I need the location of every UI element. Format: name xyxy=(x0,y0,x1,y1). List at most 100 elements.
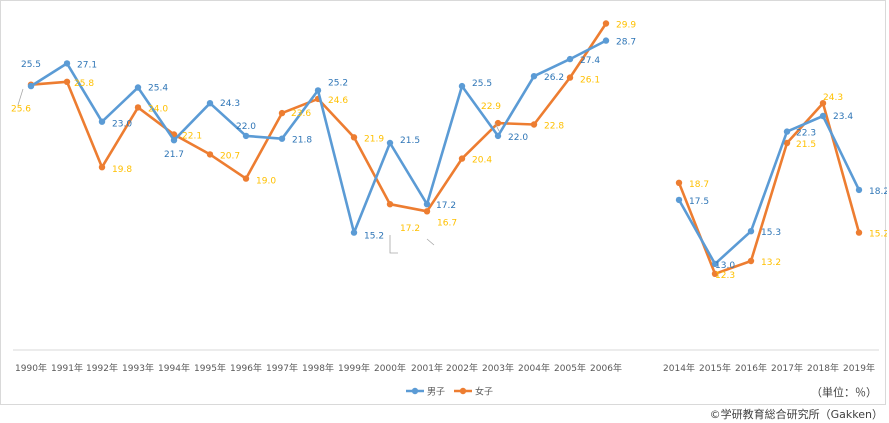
series-male xyxy=(27,37,863,268)
male-data-label: 22.0 xyxy=(508,133,528,143)
male-data-label: 15.3 xyxy=(761,228,781,238)
male-point xyxy=(602,37,610,44)
x-tick-label: 2002年 xyxy=(446,362,478,374)
x-tick-label: 1990年 xyxy=(15,362,47,374)
female-data-label: 20.7 xyxy=(220,151,240,161)
male-data-label: 15.2 xyxy=(364,232,384,242)
female-line xyxy=(30,22,608,213)
female-data-label: 19.8 xyxy=(112,165,132,175)
leader-line xyxy=(389,235,398,254)
male-data-label: 18.2 xyxy=(869,187,887,197)
male-data-label: 22.3 xyxy=(796,129,816,139)
male-data-label: 26.2 xyxy=(544,73,564,83)
male-data-label: 21.7 xyxy=(164,150,184,160)
female-line xyxy=(677,101,861,276)
male-data-label: 21.8 xyxy=(292,136,312,146)
x-tick-label: 2018年 xyxy=(807,362,839,374)
male-point xyxy=(278,135,286,142)
male-data-label: 25.5 xyxy=(472,79,492,89)
chart-frame: 1990年 1991年 1992年 1993年 1994年 1995年 1996年 1997年… xyxy=(0,0,887,405)
male-point xyxy=(855,186,863,194)
male-point xyxy=(170,137,178,144)
female-point xyxy=(63,78,71,86)
female-point xyxy=(530,121,538,128)
female-data-label: 12.3 xyxy=(715,271,735,281)
x-tick-label: 2014年 xyxy=(663,362,695,374)
x-tick-label: 1991年 xyxy=(51,362,83,374)
female-point xyxy=(98,164,106,171)
male-point xyxy=(711,260,719,268)
legend-marker xyxy=(459,387,467,395)
male-data-label: 24.3 xyxy=(220,99,240,109)
x-tick-label: 1993年 xyxy=(122,362,154,374)
male-point xyxy=(206,100,214,107)
female-point xyxy=(494,119,502,127)
male-point xyxy=(494,132,502,140)
male-data-label: 22.0 xyxy=(236,122,256,132)
male-point xyxy=(242,132,250,140)
female-point xyxy=(350,134,358,141)
male-point xyxy=(566,55,574,63)
male-data-label: 25.4 xyxy=(148,84,168,94)
leader-line xyxy=(426,238,435,246)
x-tick-label: 2004年 xyxy=(518,362,550,374)
x-tick-label: 1996年 xyxy=(230,362,262,374)
male-point xyxy=(458,82,466,90)
line-chart: 1990年 1991年 1992年 1993年 1994年 1995年 1996年 1997年… xyxy=(11,20,887,398)
female-point xyxy=(783,139,791,147)
female-data-label: 24.6 xyxy=(328,96,348,106)
male-point xyxy=(314,87,322,94)
female-data-label: 22.9 xyxy=(481,102,501,112)
female-point xyxy=(458,155,466,162)
x-tick-label: 1995年 xyxy=(194,362,226,374)
female-point xyxy=(855,229,863,236)
male-data-label: 17.2 xyxy=(436,201,456,211)
female-data-label: 15.2 xyxy=(869,230,887,240)
male-data-label: 25.2 xyxy=(328,78,348,88)
female-point xyxy=(566,74,574,81)
legend-label: 女子 xyxy=(475,386,493,398)
x-tick-label: 1998年 xyxy=(302,362,334,374)
male-line xyxy=(677,114,861,266)
female-data-label: 21.5 xyxy=(796,140,816,150)
female-point xyxy=(711,270,719,277)
male-data-label: 23.0 xyxy=(112,120,132,130)
male-data-label: 13.0 xyxy=(715,261,735,271)
female-data-label: 19.0 xyxy=(256,177,276,187)
female-data-label: 20.4 xyxy=(472,156,492,166)
female-point xyxy=(423,208,431,215)
x-tick-label: 2000年 xyxy=(374,362,406,374)
female-point xyxy=(819,100,827,107)
female-data-label: 25.8 xyxy=(74,79,94,89)
female-point xyxy=(747,257,755,265)
male-point xyxy=(386,139,394,147)
female-data-label: 24.0 xyxy=(148,104,168,114)
male-data-label: 21.5 xyxy=(400,136,420,146)
male-point xyxy=(819,112,827,120)
x-tick-label: 1994年 xyxy=(158,362,190,374)
female-data-label: 16.7 xyxy=(437,218,457,228)
x-tick-label: 2003年 xyxy=(482,362,514,374)
female-data-label: 13.2 xyxy=(761,258,781,268)
legend-label: 男子 xyxy=(427,387,445,398)
female-point xyxy=(134,104,142,111)
x-tick-label: 2017年 xyxy=(771,362,803,374)
male-data-label: 23.4 xyxy=(833,112,853,122)
female-data-label: 26.1 xyxy=(580,76,600,86)
female-point xyxy=(386,201,394,208)
x-tick-label: 2006年 xyxy=(590,362,622,374)
male-point xyxy=(530,73,538,80)
x-tick-label: 2001年 xyxy=(411,362,443,374)
male-point xyxy=(134,84,142,91)
x-tick-label: 1997年 xyxy=(266,362,298,374)
female-data-label: 17.2 xyxy=(400,224,420,234)
male-point xyxy=(423,201,431,208)
leader-line xyxy=(494,122,500,132)
male-data-label: 27.1 xyxy=(77,60,97,70)
female-data-label: 22.1 xyxy=(182,132,202,142)
x-tick-label: 2019年 xyxy=(843,362,875,374)
unit-label: （単位：％） xyxy=(811,386,877,399)
male-point xyxy=(350,229,358,236)
female-data-label: 25.6 xyxy=(11,105,31,115)
female-data-label: 18.7 xyxy=(689,180,709,190)
